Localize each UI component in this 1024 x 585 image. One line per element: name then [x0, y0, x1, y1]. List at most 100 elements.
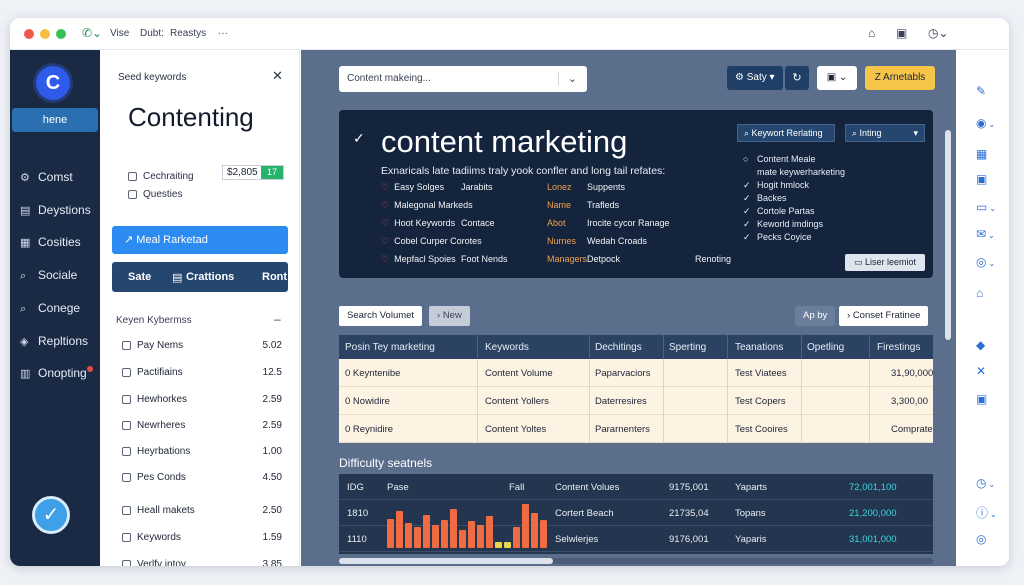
nav-item-cosities[interactable]: ▦ Cosities [20, 235, 81, 249]
checkbox[interactable] [122, 472, 131, 482]
collapse-icon[interactable]: – [274, 312, 281, 326]
checklist-item[interactable]: ✓ Backes [743, 193, 787, 204]
hero-keyword[interactable]: Renoting [695, 254, 731, 264]
difficulty-row[interactable]: IDG Pase Fall Content Volues 9175,001 Yaparts… [339, 474, 933, 500]
column-header[interactable]: Keywords [485, 342, 529, 353]
home-icon[interactable]: ⌂ [868, 26, 876, 40]
checkbox[interactable] [128, 189, 137, 199]
save-button[interactable]: ⚙ Saty ▾ [727, 66, 783, 90]
hero-keyword[interactable]: ♡ Hoot Keywords [381, 218, 455, 229]
check-icon[interactable]: ✓ [32, 496, 70, 534]
filter-chip[interactable]: › Conset Fratinee [839, 306, 929, 326]
horizontal-scrollbar[interactable] [339, 558, 933, 564]
checkbox[interactable] [122, 340, 131, 350]
chevron-down-icon[interactable]: ⌄ [567, 73, 577, 85]
refresh-button[interactable]: ↻ [785, 66, 809, 90]
checkbox[interactable] [122, 505, 131, 515]
option-cechraiting[interactable]: Cechraiting [128, 171, 194, 182]
mail-icon[interactable]: ✉ ⌄ [976, 227, 995, 241]
vertical-scrollbar[interactable] [945, 130, 951, 340]
checkbox[interactable] [122, 446, 131, 456]
new-chip[interactable]: › New [429, 306, 470, 326]
hero-keyword[interactable]: Contace [461, 218, 495, 228]
table-row[interactable]: 0 Nowidire Content Yollers Daterresires Tes… [339, 387, 933, 415]
ap-by-chip[interactable]: Ap by [795, 306, 836, 326]
hero-keyword[interactable]: ♡ Easy Solges [381, 182, 444, 193]
column-header[interactable]: Firestings [877, 342, 921, 353]
checklist-item[interactable]: ✓ Pecks Coyice [743, 232, 812, 243]
camera-icon[interactable]: ▣ [976, 392, 988, 406]
phone-icon[interactable]: ✆⌄ [82, 26, 103, 40]
difficulty-row[interactable]: 1810 Cortert Beach 21735,04 Topans 21,200,00… [339, 500, 933, 526]
price-field[interactable]: $2,805 17 [222, 165, 284, 180]
checkbox[interactable] [122, 559, 131, 566]
list-item[interactable]: Verlfy intoy 3.85 [122, 559, 282, 566]
checklist-item[interactable]: ○ Content Meale [743, 154, 816, 164]
clock-icon[interactable]: ◷⌄ [928, 26, 949, 40]
menu-item-reastys[interactable]: Reastys [170, 28, 207, 39]
image-icon[interactable]: ▣ [976, 172, 988, 186]
primary-action-button[interactable]: ↗ Meal Rarketad [112, 226, 288, 254]
pin-icon[interactable]: ✕ [976, 364, 987, 378]
minimize-window-button[interactable] [40, 29, 50, 39]
nav-item-deystions[interactable]: ▤ Deystions [20, 203, 91, 217]
difficulty-row[interactable]: 1110 Selwlerjes 9176,001 Yaparis 31,001,000 [339, 526, 933, 552]
pen-icon[interactable]: ✎ [976, 84, 987, 98]
hero-keyword[interactable]: Foot Nends [461, 254, 508, 264]
tag-icon[interactable]: ◆ [976, 338, 986, 352]
checklist-item[interactable]: mate keywerharketing [743, 167, 845, 177]
hero-keyword[interactable]: ♡ Cobel Curper Corotes [381, 236, 482, 247]
hero-keyword[interactable]: ♡ Malegonal Markeds [381, 200, 473, 211]
hero-keyword[interactable]: Abot [547, 218, 566, 228]
column-header[interactable]: Teanations [735, 342, 784, 353]
info-icon[interactable]: ⓘ ⌄ [976, 506, 997, 520]
checklist-item[interactable]: ✓ Hogit hmlock [743, 180, 809, 191]
list-item[interactable]: Pactifiains 12.5 [122, 367, 282, 378]
table-row[interactable]: 0 Keyntenibe Content Volume Paparvaciors Te… [339, 359, 933, 387]
column-header[interactable]: Dechitings [595, 342, 642, 353]
inting-dropdown[interactable]: ⌕ Inting ▾ [845, 124, 925, 142]
menu-item-dubt[interactable]: Dubt: [140, 28, 164, 39]
hero-keyword[interactable]: Nurnes [547, 236, 576, 246]
list-item[interactable]: Heall makets 2.50 [122, 505, 282, 516]
nav-item-repltions[interactable]: ◈ Repltions [20, 334, 88, 348]
column-header[interactable]: Posin Tey marketing [345, 342, 435, 353]
list-item[interactable]: Pay Nems 5.02 [122, 340, 282, 351]
checkbox[interactable] [122, 420, 131, 430]
calendar-button[interactable]: ▣ ⌄ [817, 66, 857, 90]
hero-keyword[interactable]: Trafleds [587, 200, 619, 210]
checkbox[interactable] [122, 532, 131, 542]
target-icon[interactable]: ◎ [976, 532, 987, 546]
hero-keyword[interactable]: Wedah Croads [587, 236, 647, 246]
close-icon[interactable]: ✕ [272, 68, 283, 83]
comment-icon[interactable]: ▭ ⌄ [976, 200, 997, 214]
hero-keyword[interactable]: Managers [547, 254, 587, 264]
table-row[interactable]: 0 Reynidire Content Yoltes Pararnenters Tes… [339, 415, 933, 443]
search-volume-chip[interactable]: Search Volumet [339, 306, 423, 326]
inbox-icon[interactable]: ▣ [896, 26, 908, 40]
settings-icon[interactable]: ◎ ⌄ [976, 255, 996, 269]
column-header[interactable]: Sperting [669, 342, 707, 353]
hero-keyword[interactable]: Suppents [587, 182, 625, 192]
nav-item-sociale[interactable]: ⌕ Sociale [20, 268, 77, 283]
list-item[interactable]: Pes Conds 4.50 [122, 472, 282, 483]
checkbox[interactable] [122, 367, 131, 377]
nav-item-comst[interactable]: ⚙ Comst [20, 170, 73, 184]
checklist-item[interactable]: ✓ Cortole Partas [743, 206, 815, 217]
list-item[interactable]: Hewhorkes 2.59 [122, 394, 282, 405]
hero-keyword[interactable]: Detpock [587, 254, 620, 264]
search-input[interactable]: Content makeing... ⌄ [339, 66, 587, 92]
tab-sate[interactable]: Sate [128, 271, 152, 283]
nav-item-home[interactable]: hene [12, 108, 98, 132]
checkbox[interactable] [128, 171, 137, 181]
checklist-item[interactable]: ✓ Keworld imdings [743, 219, 823, 230]
list-item[interactable]: Heyrbations 1.00 [122, 446, 282, 457]
option-questies[interactable]: Questies [128, 189, 182, 200]
scrollbar-thumb[interactable] [339, 558, 553, 564]
close-window-button[interactable] [24, 29, 34, 39]
nav-item-onopting[interactable]: ▥ Onopting [20, 366, 93, 380]
keyword-relating-button[interactable]: ⌕ Keywort Rerlating [737, 124, 835, 142]
hero-keyword[interactable]: Lonez [547, 182, 572, 192]
app-logo[interactable]: C [36, 66, 70, 100]
user-button[interactable]: ▭ Liser leemiot [845, 254, 925, 271]
